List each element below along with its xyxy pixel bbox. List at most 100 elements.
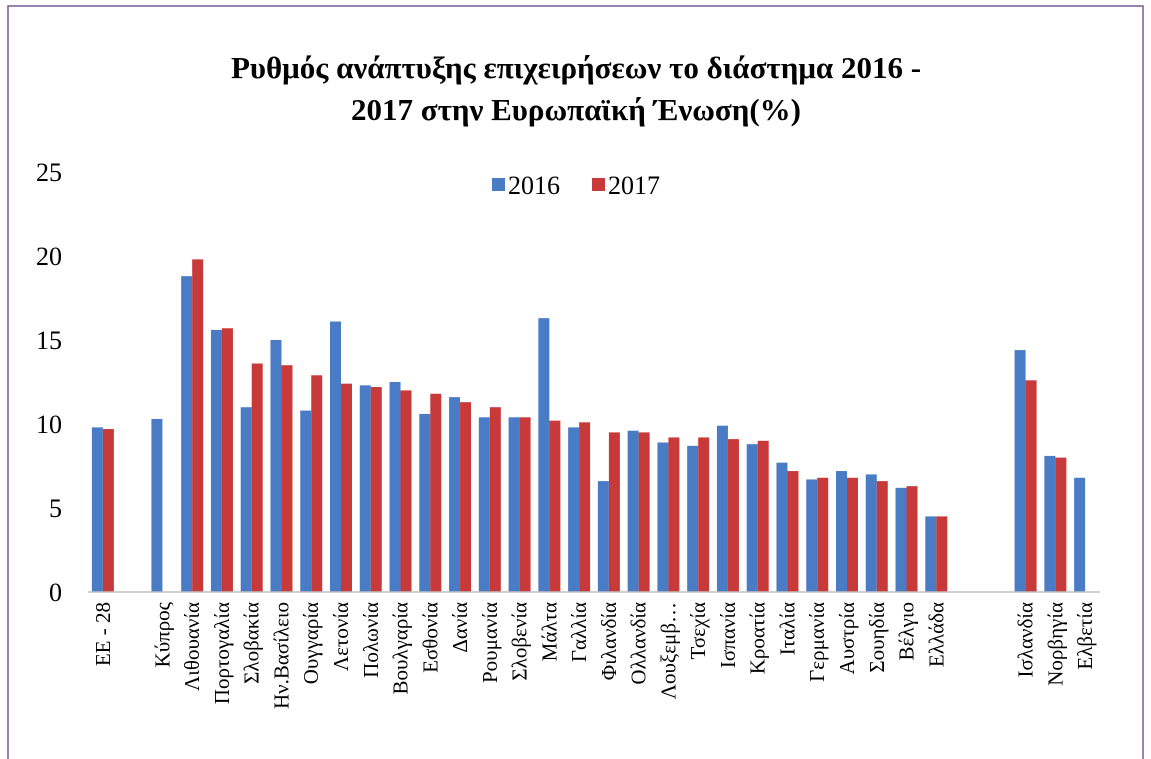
x-tick-label: Νορβηγία bbox=[1043, 602, 1067, 686]
bar bbox=[400, 390, 412, 592]
bar bbox=[330, 321, 341, 592]
chart-title: Ρυθμός ανάπτυξης επιχειρήσεων το διάστημ… bbox=[231, 50, 921, 85]
x-tick-label: Κροατία bbox=[746, 602, 770, 674]
bar bbox=[389, 382, 401, 592]
x-tick-label: ΕΕ - 28 bbox=[91, 602, 115, 666]
bar bbox=[806, 479, 818, 592]
bar bbox=[787, 471, 799, 592]
bar bbox=[568, 427, 580, 592]
bar bbox=[359, 385, 371, 592]
bar bbox=[91, 427, 103, 592]
x-tick-label: Σλοβακία bbox=[240, 602, 264, 684]
bar bbox=[221, 328, 233, 592]
x-tick-label: Κύπρος bbox=[150, 601, 174, 667]
bar bbox=[716, 425, 728, 592]
bar bbox=[698, 437, 710, 592]
bar bbox=[508, 417, 520, 592]
x-tick-label: Σλοβενία bbox=[508, 602, 532, 681]
legend-label: 2017 bbox=[608, 171, 660, 200]
bar bbox=[240, 407, 252, 592]
bar bbox=[478, 417, 490, 592]
x-tick-label: Εσθονία bbox=[418, 602, 442, 673]
x-tick-label: Φιλανδία bbox=[597, 602, 621, 680]
bar bbox=[210, 329, 222, 592]
x-tick-label: Γερμανία bbox=[805, 602, 829, 682]
y-tick-label: 10 bbox=[36, 410, 62, 439]
y-tick-label: 15 bbox=[36, 326, 62, 355]
bar bbox=[727, 439, 739, 592]
bar bbox=[1055, 457, 1067, 592]
bar bbox=[341, 383, 352, 592]
bar bbox=[102, 429, 114, 592]
bar bbox=[579, 422, 591, 592]
legend-label: 2016 bbox=[508, 171, 560, 200]
y-tick-label: 25 bbox=[36, 158, 62, 187]
bar bbox=[865, 474, 877, 592]
x-tick-label: Λιθουανία bbox=[180, 602, 204, 691]
bar bbox=[151, 418, 163, 592]
x-tick-label: Δανία bbox=[448, 602, 472, 653]
bar bbox=[519, 417, 531, 592]
x-tick-label: Βέλγιο bbox=[895, 602, 919, 660]
x-tick-label: Μάλτα bbox=[537, 602, 561, 661]
bar bbox=[847, 477, 858, 592]
x-tick-label: Ισπανία bbox=[716, 602, 740, 668]
legend-swatch bbox=[592, 178, 605, 191]
y-tick-label: 5 bbox=[49, 494, 62, 523]
x-tick-label: Ολλανδία bbox=[627, 602, 651, 685]
x-tick-label: Βουλγαρία bbox=[389, 602, 413, 695]
x-tick-label: Ελβετία bbox=[1073, 602, 1097, 670]
x-tick-label: Πολωνία bbox=[359, 602, 383, 678]
bar bbox=[638, 432, 650, 592]
bar bbox=[370, 387, 382, 592]
frame bbox=[7, 5, 1144, 759]
bar bbox=[776, 462, 788, 592]
bar bbox=[876, 481, 888, 592]
y-tick-label: 0 bbox=[49, 578, 62, 607]
bar bbox=[1074, 477, 1086, 592]
bar bbox=[1014, 350, 1026, 592]
bar bbox=[430, 393, 442, 592]
bar bbox=[300, 410, 312, 592]
bar bbox=[449, 397, 461, 592]
bar bbox=[549, 420, 561, 592]
bar bbox=[687, 445, 699, 592]
bar bbox=[270, 340, 282, 592]
legend-swatch bbox=[492, 178, 505, 191]
bar bbox=[1044, 455, 1056, 592]
bar bbox=[419, 413, 431, 592]
bar bbox=[936, 516, 948, 592]
bar bbox=[895, 487, 907, 592]
bar bbox=[836, 471, 847, 592]
bar bbox=[489, 407, 501, 592]
bar bbox=[538, 318, 550, 592]
x-tick-label: Ρουμανία bbox=[478, 602, 502, 683]
chart-title: 2017 στην Ευρωπαϊκή Ένωση(%) bbox=[351, 92, 801, 127]
bar bbox=[281, 365, 293, 592]
bar bbox=[925, 516, 937, 592]
bar bbox=[192, 259, 204, 592]
x-tick-label: Ουγγαρία bbox=[299, 602, 323, 684]
bar bbox=[597, 481, 609, 592]
x-tick-label: Λουξεμβ… bbox=[656, 602, 680, 699]
bar bbox=[608, 432, 620, 592]
bar bbox=[1025, 380, 1037, 592]
x-tick-label: Λετονία bbox=[329, 602, 353, 671]
x-tick-label: Αυστρία bbox=[835, 602, 859, 674]
bar bbox=[460, 402, 472, 592]
bar bbox=[668, 437, 680, 592]
bar bbox=[251, 363, 263, 592]
x-tick-label: Ελλάδα bbox=[924, 602, 948, 667]
x-tick-label: Ισλανδία bbox=[1014, 602, 1038, 678]
x-tick-label: Ην.Βασίλειο bbox=[269, 602, 293, 709]
x-tick-label: Γαλλία bbox=[567, 602, 591, 662]
bar bbox=[311, 375, 323, 592]
bar bbox=[627, 430, 639, 592]
bar bbox=[817, 477, 829, 592]
x-tick-label: Τσεχία bbox=[686, 602, 710, 660]
x-tick-label: Ιταλία bbox=[775, 602, 799, 655]
bar bbox=[657, 442, 669, 592]
bar bbox=[746, 444, 758, 592]
bar bbox=[906, 486, 918, 592]
y-tick-label: 20 bbox=[36, 242, 62, 271]
